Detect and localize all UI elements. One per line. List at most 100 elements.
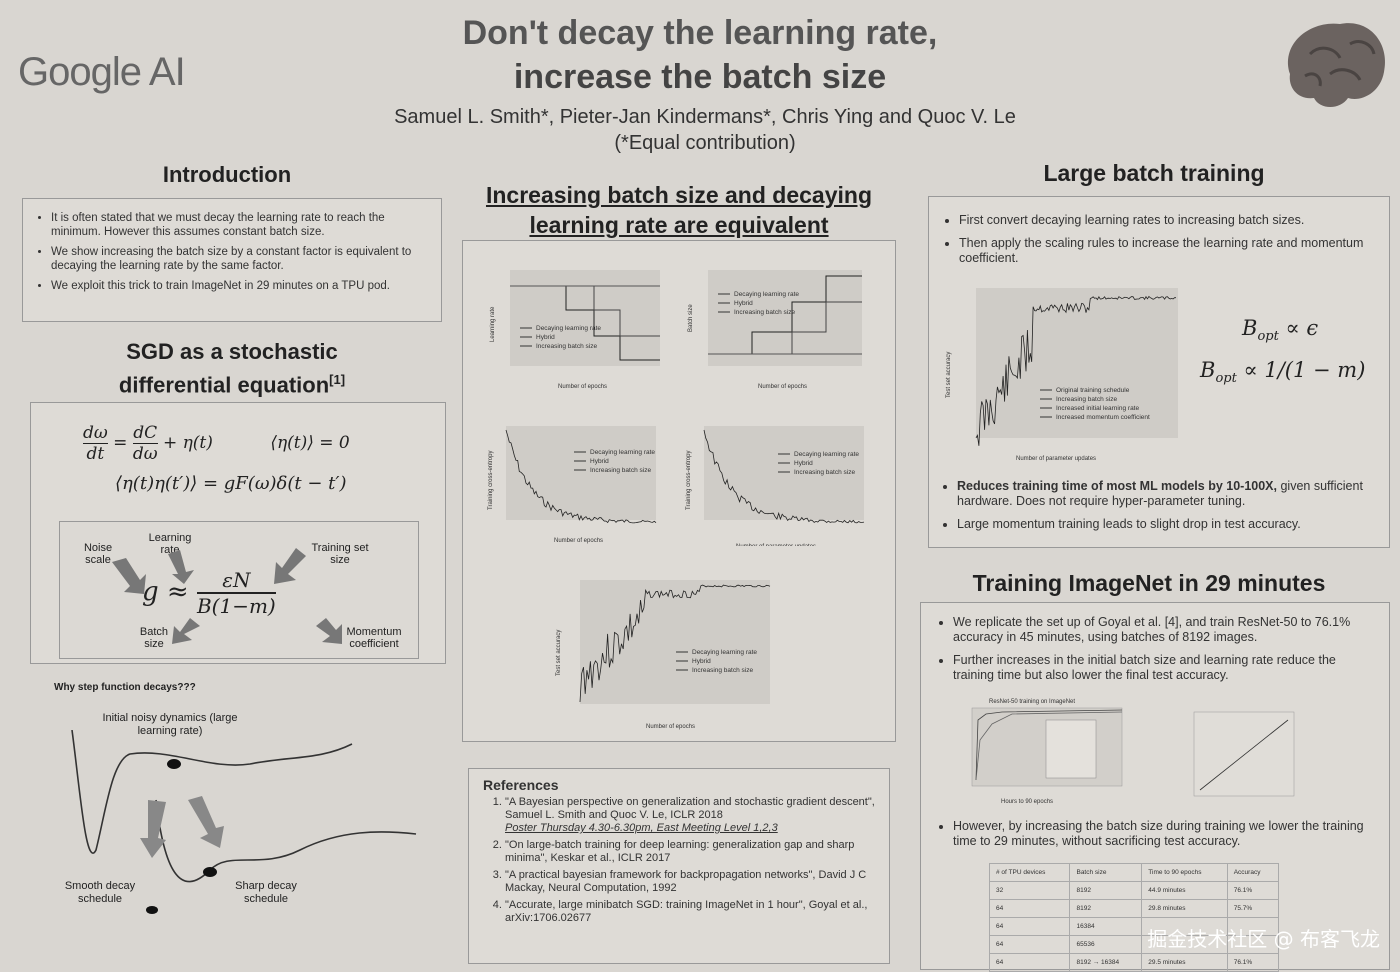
legend-entry: Decaying learning rate — [590, 449, 655, 456]
legend-entry: Decaying learning rate — [692, 649, 757, 656]
bopt-momentum-equation: Bopt ∝ 1/(1 − m) — [1200, 358, 1366, 387]
momentum-label: Momentum coefficient — [346, 626, 402, 650]
authors: Samuel L. Smith*, Pieter-Jan Kindermans*… — [394, 106, 1016, 128]
y-axis-label: Learning rate — [490, 306, 496, 342]
legend-entry: Decaying learning rate — [794, 451, 859, 458]
large-batch-bullet: First convert decaying learning rates to… — [959, 213, 1377, 228]
loss-landscape — [71, 730, 417, 914]
lr-decay-line — [510, 285, 660, 361]
cross-entropy-epochs-plot: Decaying learning rate Hybrid Increasing b… — [488, 426, 657, 544]
why-step-label: Why step function decays??? — [54, 682, 196, 693]
watermark: 掘金技术社区 @ 布客飞龙 — [1147, 927, 1380, 951]
x-axis-label: Number of epochs — [554, 538, 603, 544]
imagenet-box: We replicate the set up of Goyal et al. … — [920, 602, 1390, 972]
table-row: 64 8192 29.8 minutes 75.7% — [988, 899, 1280, 918]
sgd-heading-line2: differential equation — [118, 372, 330, 398]
middle-heading: Increasing batch size and decaying learn… — [462, 180, 896, 240]
arrow-noise — [112, 558, 146, 594]
noise-scale-formula: g ≈ εN B(1−m) — [142, 568, 276, 618]
large-batch-bullet: Large momentum training leads to slight … — [957, 517, 1379, 532]
legend-entry: Increasing batch size — [536, 343, 597, 350]
resnet-chart-title: ResNet-50 training on ImageNet — [989, 699, 1076, 705]
bopt-eps-equation: Bopt ∝ ϵ — [1242, 316, 1319, 345]
large-batch-heading: Large batch training — [1043, 160, 1265, 186]
batch-size-label: Batch size — [139, 626, 169, 650]
legend-entry: Hybrid — [590, 458, 609, 465]
intro-bullet: We show increasing the batch size by a c… — [51, 245, 431, 273]
formula-arrows — [112, 548, 342, 644]
x-axis-label: Number of parameter updates — [1016, 456, 1096, 462]
legend-entry: Increased initial learning rate — [1056, 405, 1139, 412]
reference-item: "A practical bayesian framework for back… — [505, 869, 875, 895]
y-axis-label: Training cross-entropy — [686, 451, 692, 510]
training-set-size-label: Training set size — [311, 542, 369, 566]
legend-entry: Increasing batch size — [590, 467, 651, 474]
x-axis-label: Number of epochs — [558, 384, 607, 390]
middle-heading-line1: Increasing batch size and decaying — [485, 182, 872, 208]
sgd-heading-line1: SGD as a stochastic — [126, 339, 338, 364]
y-axis-label: Batch size — [688, 304, 694, 332]
legend-entry: Decaying learning rate — [536, 325, 601, 332]
sgd-heading: SGD as a stochastic differential equatio… — [22, 338, 442, 399]
imagenet-bullet: However, by increasing the batch size du… — [953, 819, 1375, 849]
resnet-training-chart — [971, 707, 1123, 787]
table-row: 64 16384 — [988, 917, 1280, 936]
title-line2: increase the batch size — [513, 58, 887, 96]
table-row: 32 8192 44.9 minutes 76.1% — [988, 881, 1280, 900]
reference-item: "Accurate, large minibatch SGD: training… — [505, 899, 875, 925]
references-box: References "A Bayesian perspective on ge… — [468, 768, 890, 964]
noise-scale-box: Noise scale Learning rate Training set s… — [59, 521, 419, 659]
y-axis-label: Test set accuracy — [946, 352, 952, 398]
large-batch-accuracy-line — [975, 295, 1176, 446]
table-header-cell: Batch size — [1069, 863, 1143, 882]
noise-correlation-equation: ⟨η(t)η(t′)⟩ = gF(ω)δ(t − t′) — [115, 473, 347, 494]
ball-sharp — [203, 867, 217, 877]
noise-scale-label: Noise scale — [83, 542, 113, 566]
ce-updates-line — [703, 429, 865, 524]
reference-item: "On large-batch training for deep learni… — [505, 839, 875, 865]
resnet-chart-xlabel: Hours to 90 epochs — [1001, 799, 1054, 805]
ce-epochs-line — [505, 429, 657, 524]
legend-entry: Increasing batch size — [1056, 396, 1117, 403]
sgd-box: dω dt = dC dω + η(t) ⟨η(t)⟩ = 0 ⟨η(t)η(t′)… — [30, 402, 446, 664]
large-batch-bullet: Then apply the scaling rules to increase… — [959, 236, 1377, 266]
legend-entry: Hybrid — [536, 334, 555, 341]
smooth-decay-label: Smooth decay schedule — [64, 880, 136, 905]
large-batch-accuracy-plot: Original training schedule Increasing bat… — [946, 288, 1178, 462]
sharp-decay-label: Sharp decay schedule — [235, 880, 297, 905]
legend-entry: Increasing batch size — [692, 667, 753, 674]
legend-entry: Hybrid — [692, 658, 711, 665]
brain-icon — [1288, 23, 1386, 107]
table-header-cell: Time to 90 epochs — [1141, 863, 1228, 882]
x-axis-label: Number of epochs — [646, 724, 695, 730]
bs-increasing-line — [708, 275, 862, 355]
x-axis-label: Number of epochs — [758, 384, 807, 390]
test-accuracy-line — [579, 584, 771, 703]
imagenet-bullet: We replicate the set up of Goyal et al. … — [953, 615, 1375, 645]
tpu-table: # of TPU devices Batch size Time to 90 e… — [988, 863, 1280, 972]
batch-size-plot: Decaying learning rate Hybrid Increasing b… — [688, 270, 862, 390]
legend-entry: Decaying learning rate — [734, 291, 799, 298]
table-header-cell: Accuracy — [1226, 863, 1280, 882]
table-row: 64 8192 → 16384 29.5 minutes 76.1% — [988, 953, 1280, 972]
intro-bullet: We exploit this trick to train ImageNet … — [51, 279, 431, 293]
poster-session-link[interactable]: Poster Thursday 4.30-6.30pm, East Meetin… — [505, 822, 778, 834]
imagenet-heading: Training ImageNet in 29 minutes — [972, 570, 1326, 596]
intro-box: It is often stated that we must decay th… — [22, 198, 442, 322]
scaling-chart — [1193, 711, 1295, 797]
noisy-dynamics-label: Initial noisy dynamics (large learning r… — [102, 712, 238, 737]
imagenet-bullet: Further increases in the initial batch s… — [953, 653, 1375, 683]
x-axis-label: Number of parameter updates — [736, 544, 816, 546]
ball-smooth — [146, 906, 158, 914]
legend-entry: Increased momentum coefficient — [1056, 414, 1150, 421]
y-axis-label: Training cross-entropy — [488, 451, 494, 510]
legend-entry: Hybrid — [734, 300, 753, 307]
table-header-cell: # of TPU devices — [988, 863, 1071, 882]
sgd-heading-ref: [1] — [329, 372, 346, 387]
references-heading: References — [483, 777, 559, 793]
legend-entry: Hybrid — [794, 460, 813, 467]
google-ai-logo: Google AI — [18, 50, 186, 94]
legend-entry: Increasing batch size — [734, 309, 795, 316]
test-accuracy-plot: Decaying learning rate Hybrid Increasing b… — [556, 580, 771, 730]
